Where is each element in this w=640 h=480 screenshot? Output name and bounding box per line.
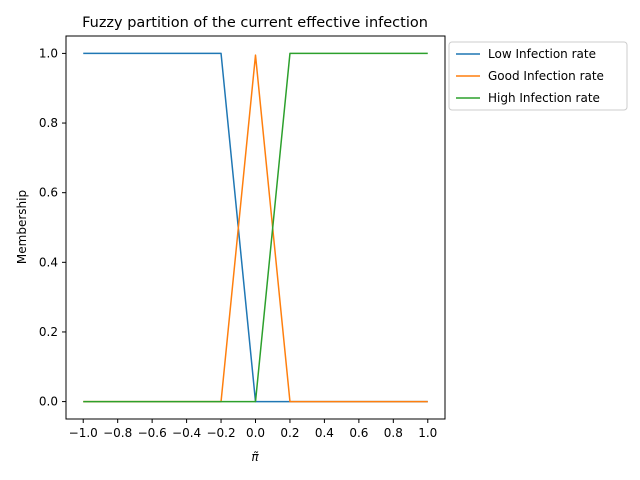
y-tick-label: 0.4 [39, 255, 58, 269]
series-line-1 [83, 54, 428, 403]
x-tick-label: 0.2 [280, 426, 299, 440]
legend: Low Infection rate Good Infection rate Hig… [448, 41, 628, 111]
x-axis-ticks: −1.0 −0.8 −0.6 −0.4 −0.2 0.0 0.2 0.4 0.6 0.8 1.0 [69, 419, 437, 440]
legend-box [448, 41, 628, 111]
x-tick-label: −1.0 [69, 426, 98, 440]
y-axis-label: Membership [15, 190, 29, 264]
chart-title: Fuzzy partition of the current effective… [82, 15, 428, 31]
y-tick-label: 0.6 [39, 186, 58, 200]
legend-label-1: Good Infection rate [488, 69, 604, 83]
x-tick-label: 0.0 [246, 426, 265, 440]
series-line-2 [83, 52, 428, 403]
y-axis-ticks: 0.0 0.2 0.4 0.6 0.8 1.0 [39, 46, 66, 409]
y-tick-label: 0.0 [39, 395, 58, 409]
y-tick-label: 0.2 [39, 325, 58, 339]
x-tick-label: 0.8 [384, 426, 403, 440]
legend-label-2: High Infection rate [488, 91, 600, 105]
x-tick-label: 0.6 [349, 426, 368, 440]
x-tick-label: −0.4 [172, 426, 201, 440]
legend-label-0: Low Infection rate [488, 47, 596, 61]
y-tick-label: 0.8 [39, 116, 58, 130]
x-tick-label: −0.6 [138, 426, 167, 440]
x-tick-label: −0.2 [206, 426, 235, 440]
plot-lines [83, 52, 428, 403]
x-axis-label: π̃ [251, 450, 259, 464]
x-tick-label: −0.8 [103, 426, 132, 440]
axes-frame [65, 35, 446, 420]
series-line-0 [83, 52, 428, 403]
y-tick-label: 1.0 [39, 46, 58, 60]
x-tick-label: 0.4 [315, 426, 334, 440]
x-tick-label: 1.0 [418, 426, 437, 440]
